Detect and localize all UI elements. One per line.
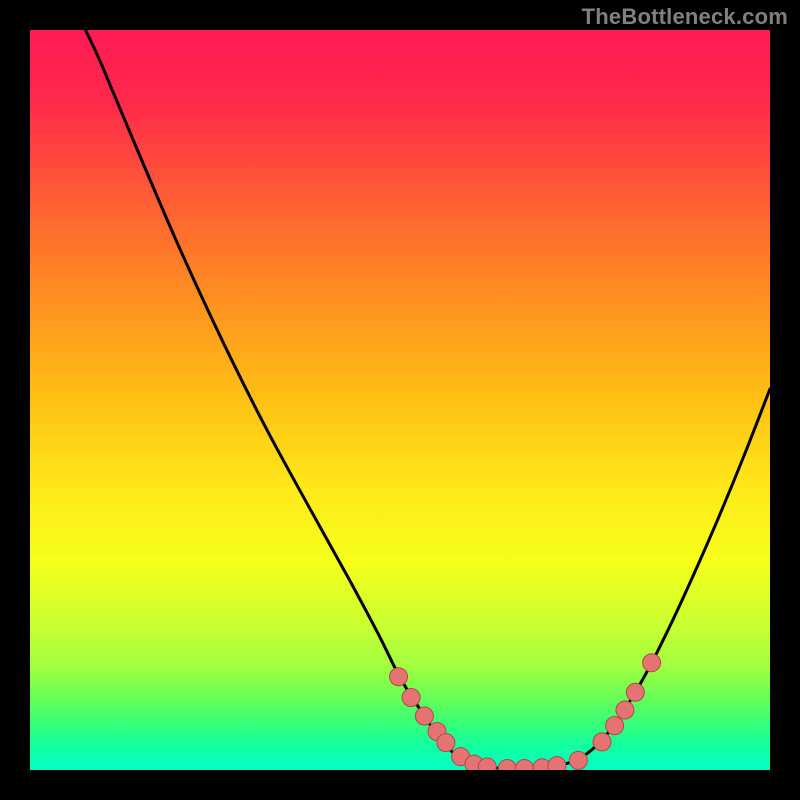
curve-marker bbox=[593, 733, 611, 751]
curve-marker bbox=[626, 683, 644, 701]
curve-marker bbox=[390, 668, 408, 686]
curve-marker bbox=[402, 688, 420, 706]
plot-area bbox=[30, 30, 770, 770]
curve-marker bbox=[643, 654, 661, 672]
curve-marker bbox=[548, 757, 566, 770]
bottleneck-curve-chart bbox=[30, 30, 770, 770]
curve-marker bbox=[415, 707, 433, 725]
curve-marker bbox=[606, 717, 624, 735]
chart-container: TheBottleneck.com bbox=[0, 0, 800, 800]
watermark-text: TheBottleneck.com bbox=[582, 4, 788, 30]
curve-marker bbox=[569, 751, 587, 769]
curve-marker bbox=[437, 734, 455, 752]
curve-marker bbox=[616, 701, 634, 719]
